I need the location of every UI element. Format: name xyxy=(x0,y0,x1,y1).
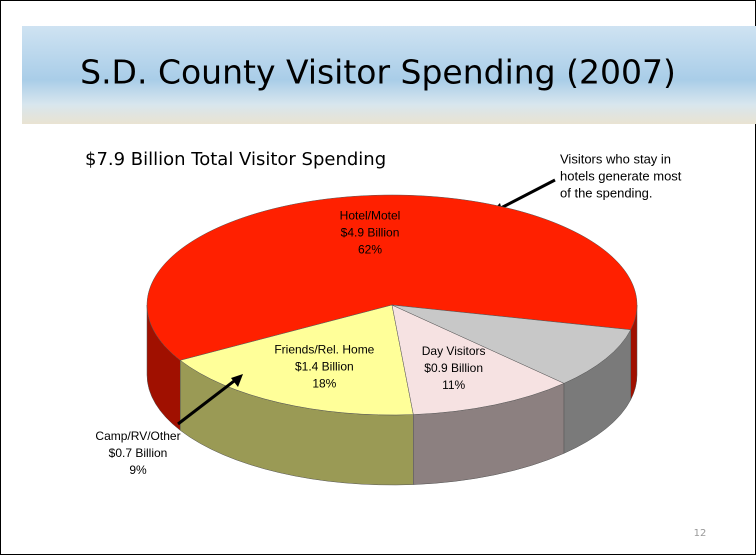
slice-label: Friends/Rel. Home $1.4 Billion 18% xyxy=(274,343,374,391)
slice-label-line: Hotel/Motel xyxy=(340,208,401,222)
page-number: 12 xyxy=(694,528,707,539)
pie: Hotel/Motel $4.9 Billion 62% Friends/Rel. H… xyxy=(95,194,638,486)
slice-label-line: Day Visitors xyxy=(422,344,486,358)
annotation: Visitors who stay in hotels generate most… xyxy=(560,151,682,200)
arrow xyxy=(494,178,556,213)
title-banner xyxy=(22,26,756,124)
slice-label-line: Camp/RV/Other xyxy=(95,429,180,443)
subtitle: $7.9 Billion Total Visitor Spending xyxy=(85,149,386,170)
slice-label-line: Friends/Rel. Home xyxy=(274,343,374,357)
slice-label-line: $1.4 Billion xyxy=(295,360,354,374)
slice xyxy=(146,194,638,361)
slice xyxy=(391,304,632,384)
annotation-line: hotels generate most xyxy=(560,168,682,183)
slice-label-line: 9% xyxy=(129,463,147,477)
slice-label: Hotel/Motel $4.9 Billion 62% xyxy=(340,208,401,256)
slice-label-line: 62% xyxy=(358,242,382,256)
slice-label-line: $0.9 Billion xyxy=(424,361,483,375)
slice xyxy=(391,304,565,415)
slice-label-line: 11% xyxy=(442,378,465,392)
slice-label: Camp/RV/Other $0.7 Billion 9% xyxy=(95,429,180,477)
arrow-head xyxy=(231,374,243,387)
slice-label-line: $0.7 Billion xyxy=(109,446,168,460)
annotation-line: Visitors who stay in xyxy=(560,151,671,166)
title: S.D. County Visitor Spending (2007) xyxy=(80,53,676,92)
slice-label: Day Visitors $0.9 Billion 11% xyxy=(422,344,486,392)
slice-label-line: $4.9 Billion xyxy=(341,225,400,239)
slice xyxy=(179,304,414,416)
annotation-line: of the spending. xyxy=(560,185,653,200)
slice-label-line: 18% xyxy=(312,377,336,391)
arrow xyxy=(177,376,239,426)
